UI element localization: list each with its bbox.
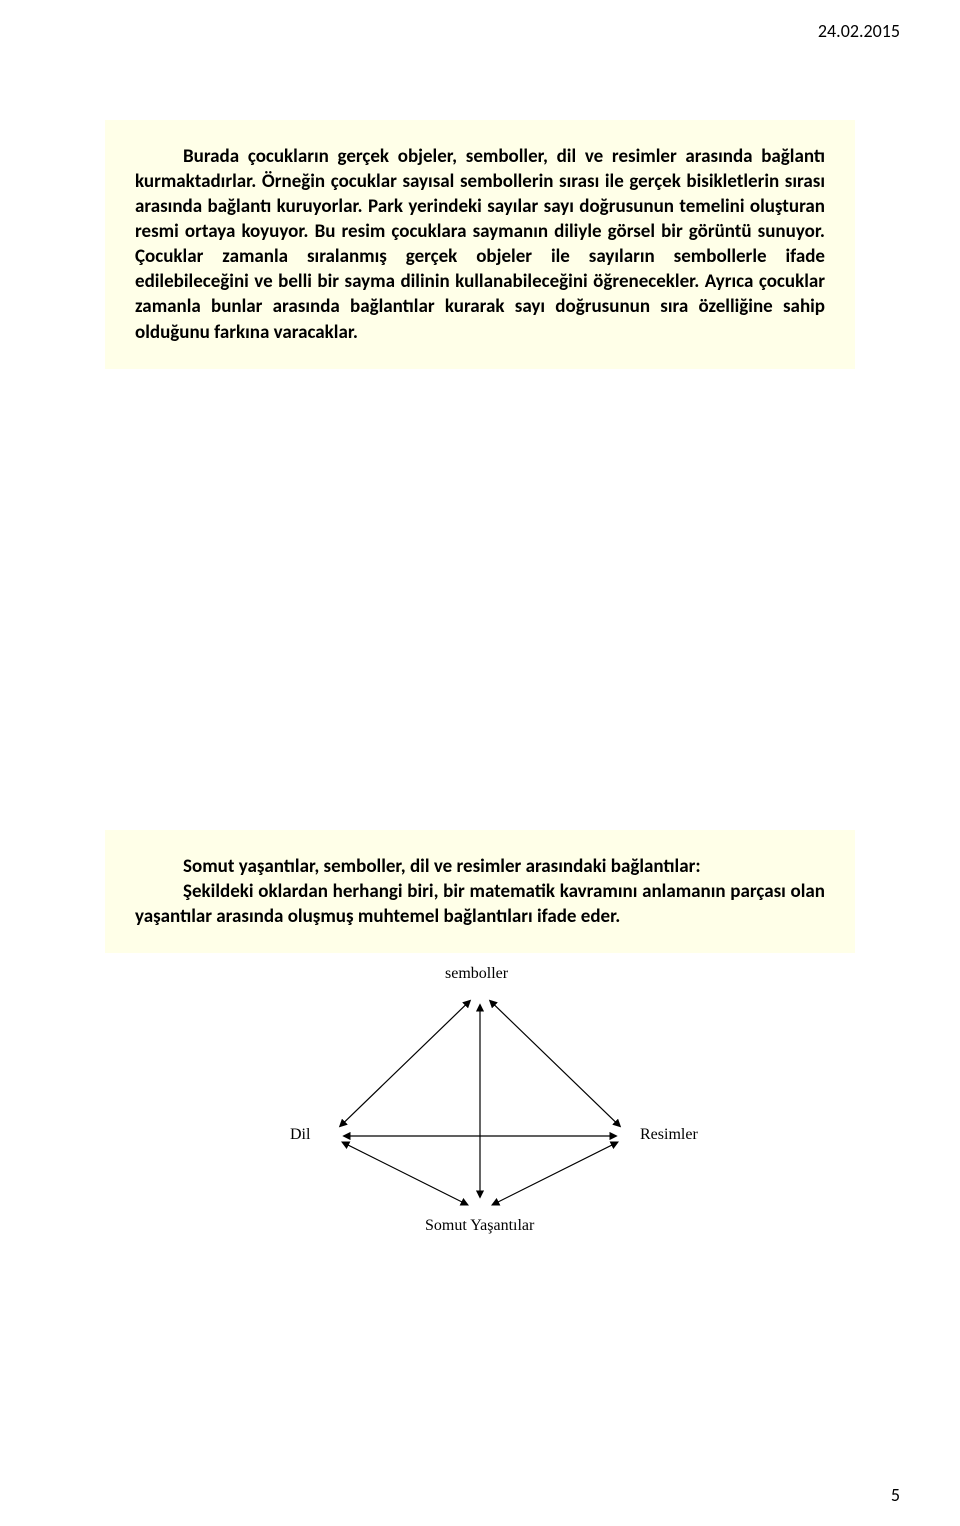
node-label-dil: Dil <box>290 1126 310 1144</box>
slide-2-content-box: Somut yaşantılar, semboller, dil ve resi… <box>105 830 855 953</box>
tetrahedron-diagram: sembollerDilResimlerSomut Yaşantılar <box>280 961 680 1241</box>
edge-semboller-dil <box>340 1001 470 1127</box>
page-number: 5 <box>891 1484 900 1506</box>
edge-resimler-somut <box>493 1142 618 1204</box>
diagram-svg <box>280 961 680 1241</box>
slide-2-intro-1: Somut yaşantılar, semboller, dil ve resi… <box>135 854 825 879</box>
slide-2-intro-2: Şekildeki oklardan herhangi biri, bir ma… <box>135 879 825 929</box>
node-label-semboller: semboller <box>445 965 508 983</box>
slide-1-content-box: Burada çocukların gerçek objeler, sembol… <box>105 120 855 369</box>
slide-1: Burada çocukların gerçek objeler, sembol… <box>105 120 855 369</box>
header-date: 24.02.2015 <box>818 20 900 42</box>
node-label-resimler: Resimler <box>640 1126 698 1144</box>
diagram-container: semboller Dil Resimler Somut Yaşantılar <box>105 961 855 1241</box>
edge-semboller-resimler <box>490 1001 620 1127</box>
node-label-somut: Somut Yaşantılar <box>425 1217 534 1235</box>
slide-1-paragraph: Burada çocukların gerçek objeler, sembol… <box>135 144 825 345</box>
edge-dil-somut <box>343 1142 468 1204</box>
slide-2: Somut yaşantılar, semboller, dil ve resi… <box>105 830 855 1241</box>
